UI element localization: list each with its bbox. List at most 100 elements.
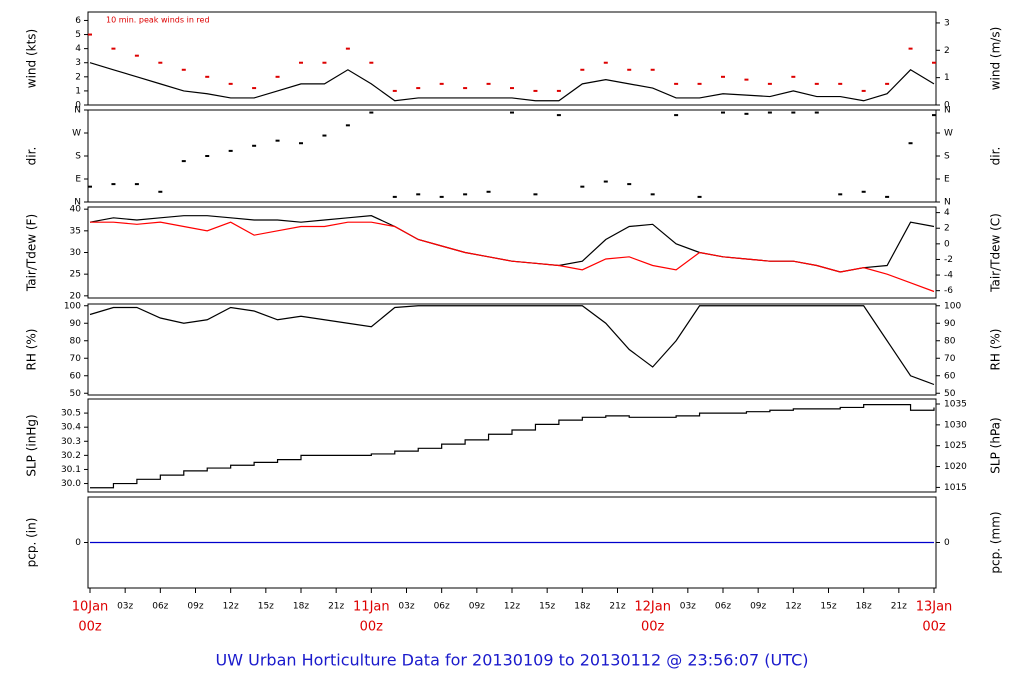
y-tick-label: 30.1: [61, 465, 81, 475]
data-point: [228, 82, 233, 85]
x-tick-label: 21z: [891, 602, 907, 612]
data-point: [744, 78, 749, 81]
y2-tick-label: W: [944, 129, 953, 139]
data-point: [252, 87, 257, 90]
y-tick-label: 6: [75, 16, 81, 26]
data-point: [791, 75, 796, 78]
y2-tick-label: 1025: [944, 441, 967, 451]
data-point: [299, 142, 303, 145]
y-tick-label: 35: [70, 226, 81, 236]
data-point: [205, 155, 210, 157]
data-point: [181, 160, 186, 163]
data-point: [416, 193, 421, 196]
x-tick-label: 09z: [187, 602, 203, 612]
data-point: [627, 183, 632, 186]
y2-tick-label: 0: [944, 538, 950, 548]
data-point: [885, 195, 890, 198]
data-point: [88, 33, 92, 36]
x-date-label: 13Jan: [916, 600, 953, 615]
y-tick-label: 30.3: [61, 437, 81, 447]
panel-frame: [87, 109, 937, 203]
y2-tick-label: 1015: [944, 483, 967, 493]
data-line: [89, 305, 935, 386]
y-tick-label: 30.0: [61, 479, 81, 489]
y2-tick-label: 3: [944, 18, 950, 28]
data-point: [791, 111, 796, 114]
x-date-label: 12Jan: [634, 600, 671, 615]
data-point: [369, 61, 374, 64]
y2-tick-label: 0: [944, 239, 950, 249]
x-tick-label: 00z: [922, 620, 946, 635]
data-point: [861, 190, 866, 193]
y2-tick-label: 100: [944, 301, 961, 311]
y-axis-label: wind (kts): [25, 29, 39, 88]
data-point: [369, 111, 374, 114]
x-tick-label: 06z: [152, 602, 168, 612]
x-tick-label: 06z: [715, 602, 731, 612]
data-point: [861, 89, 866, 92]
data-point: [744, 112, 749, 115]
data-point: [322, 134, 327, 137]
y-tick-label: S: [75, 152, 81, 162]
y-tick-label: 90: [70, 319, 82, 329]
data-point: [932, 61, 936, 64]
data-point: [158, 61, 163, 64]
x-tick-label: 18z: [574, 602, 590, 612]
x-tick-label: 12z: [504, 602, 520, 612]
data-point: [275, 75, 280, 78]
x-tick-label: 18z: [856, 602, 872, 612]
data-line: [89, 62, 935, 102]
data-point: [650, 193, 655, 196]
data-line: [90, 404, 935, 489]
data-point: [814, 82, 819, 85]
x-tick-label: 03z: [117, 602, 133, 612]
data-point: [181, 68, 186, 71]
x-tick-label: 06z: [434, 602, 450, 612]
y2-tick-label: 50: [944, 389, 956, 399]
data-point: [345, 47, 350, 50]
data-point: [345, 124, 350, 127]
y2-tick-label: 2: [944, 46, 950, 56]
y2-tick-label: -6: [944, 286, 953, 296]
chart-title: UW Urban Horticulture Data for 20130109 …: [216, 651, 809, 670]
data-point: [533, 193, 538, 196]
data-point: [603, 61, 608, 64]
annotation: 10 min. peak winds in red: [106, 16, 210, 25]
x-tick-label: 15z: [539, 602, 555, 612]
data-point: [533, 89, 538, 92]
x-tick-label: 18z: [293, 602, 309, 612]
x-tick-label: 12z: [785, 602, 801, 612]
data-point: [885, 82, 890, 85]
data-point: [205, 75, 210, 78]
y2-tick-label: N: [944, 106, 951, 116]
y-tick-label: 60: [70, 371, 82, 381]
y-tick-label: 4: [75, 44, 81, 54]
data-point: [674, 82, 679, 85]
y2-tick-label: -4: [944, 271, 953, 281]
data-point: [767, 82, 772, 85]
y-tick-label: N: [74, 198, 81, 208]
y2-tick-label: 70: [944, 354, 956, 364]
data-point: [932, 114, 936, 117]
y-tick-label: 30.2: [61, 451, 81, 461]
data-point: [463, 87, 468, 90]
data-point: [322, 61, 327, 64]
y-axis-label: SLP (inHg): [25, 414, 39, 476]
data-point: [111, 47, 116, 50]
y2-tick-label: 1035: [944, 400, 967, 410]
data-point: [556, 114, 561, 117]
y2-tick-label: 1020: [944, 462, 967, 472]
y-tick-label: 100: [64, 301, 81, 311]
x-tick-label: 00z: [360, 620, 384, 635]
data-point: [134, 183, 139, 186]
x-tick-label: 21z: [609, 602, 625, 612]
y-tick-label: N: [74, 106, 81, 116]
x-tick-label: 09z: [750, 602, 766, 612]
y2-axis-label: dir.: [989, 147, 1003, 166]
panel-frame: [87, 398, 937, 493]
data-point: [721, 111, 725, 114]
data-point: [908, 47, 913, 50]
y2-tick-label: 1: [944, 73, 950, 83]
data-point: [463, 193, 468, 196]
y-tick-label: 2: [75, 72, 81, 82]
